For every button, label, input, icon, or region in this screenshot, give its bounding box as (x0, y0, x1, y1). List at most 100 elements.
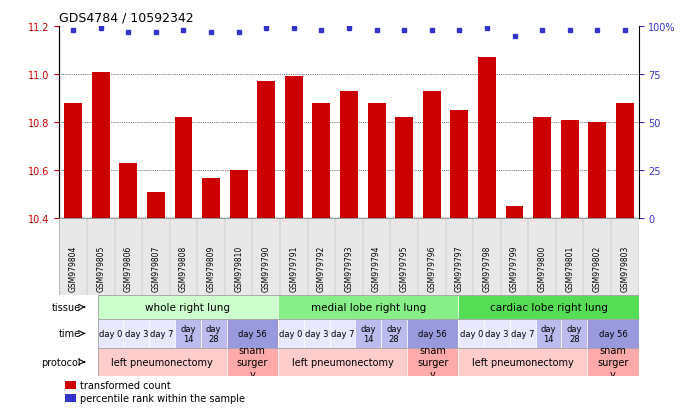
Bar (450, 111, 468, 219)
Bar (510, 319, 535, 348)
Text: left pneumonectomy: left pneumonectomy (472, 357, 574, 367)
Text: GSM979800: GSM979800 (537, 245, 547, 292)
Text: GSM979810: GSM979810 (234, 245, 243, 292)
Bar (98, 319, 124, 348)
Bar (98, 295, 278, 319)
Bar (98, 348, 227, 376)
Text: GSM979807: GSM979807 (151, 245, 161, 292)
Bar (407, 319, 459, 348)
Bar (65, 381, 75, 389)
Text: day 3: day 3 (125, 329, 148, 338)
Bar (459, 295, 639, 319)
Bar (258, 82, 275, 219)
Text: GSM979803: GSM979803 (621, 245, 630, 292)
Text: day
28: day 28 (206, 324, 221, 343)
Bar (278, 348, 407, 376)
Text: GSM979794: GSM979794 (372, 245, 381, 292)
Bar (124, 319, 149, 348)
Bar (65, 394, 75, 402)
Text: day
14: day 14 (180, 324, 195, 343)
Text: GSM979790: GSM979790 (262, 245, 271, 292)
Text: GSM979808: GSM979808 (179, 245, 188, 292)
Text: sham
surger
y: sham surger y (597, 346, 629, 379)
Text: GSM979795: GSM979795 (400, 245, 408, 292)
Text: transformed count: transformed count (80, 380, 170, 390)
Bar (423, 92, 440, 219)
Text: GSM979798: GSM979798 (482, 245, 491, 292)
Text: day
28: day 28 (386, 324, 402, 343)
Bar (313, 104, 330, 219)
Bar (587, 348, 639, 376)
Text: GSM979809: GSM979809 (207, 245, 216, 292)
Bar (329, 319, 355, 348)
Bar (395, 118, 413, 219)
Bar (201, 319, 227, 348)
Bar (381, 319, 407, 348)
Text: GSM979806: GSM979806 (124, 245, 133, 292)
Bar (560, 121, 579, 219)
Bar (227, 348, 278, 376)
Bar (535, 319, 561, 348)
Text: GSM979793: GSM979793 (345, 245, 353, 292)
Text: GSM979796: GSM979796 (427, 245, 436, 292)
Bar (459, 348, 587, 376)
Bar (230, 171, 248, 219)
Text: whole right lung: whole right lung (145, 302, 230, 312)
Bar (484, 319, 510, 348)
Bar (202, 178, 220, 219)
Text: day 7: day 7 (331, 329, 354, 338)
Bar (278, 319, 304, 348)
Text: GSM979799: GSM979799 (510, 245, 519, 292)
Bar (505, 207, 524, 219)
Bar (478, 58, 496, 219)
Text: sham
surger
y: sham surger y (417, 346, 448, 379)
Text: tissue: tissue (52, 302, 80, 312)
Bar (174, 118, 193, 219)
Text: day 0: day 0 (279, 329, 303, 338)
Bar (119, 164, 138, 219)
Bar (227, 319, 278, 348)
Text: GSM979791: GSM979791 (290, 245, 298, 292)
Text: day
14: day 14 (541, 324, 556, 343)
Bar (616, 104, 634, 219)
Text: day 3: day 3 (485, 329, 509, 338)
Bar (91, 72, 110, 219)
Text: day
28: day 28 (567, 324, 582, 343)
Text: day 7: day 7 (150, 329, 174, 338)
Bar (278, 295, 459, 319)
Text: GSM979804: GSM979804 (68, 245, 77, 292)
Text: day 0: day 0 (99, 329, 122, 338)
Bar (149, 319, 175, 348)
Bar (304, 319, 329, 348)
Text: GSM979805: GSM979805 (96, 245, 105, 292)
Bar (588, 123, 607, 219)
Bar (175, 319, 201, 348)
Text: percentile rank within the sample: percentile rank within the sample (80, 393, 244, 403)
Bar (355, 319, 381, 348)
Text: GDS4784 / 10592342: GDS4784 / 10592342 (59, 11, 194, 24)
Bar (561, 319, 587, 348)
Bar (407, 348, 459, 376)
Text: day 56: day 56 (599, 329, 628, 338)
Text: day 56: day 56 (238, 329, 267, 338)
Text: day
14: day 14 (360, 324, 376, 343)
Bar (368, 104, 385, 219)
Text: cardiac lobe right lung: cardiac lobe right lung (489, 302, 607, 312)
Text: day 0: day 0 (459, 329, 483, 338)
Text: GSM979802: GSM979802 (593, 245, 602, 292)
Text: left pneumonectomy: left pneumonectomy (111, 357, 213, 367)
Text: protocol: protocol (40, 357, 80, 367)
Bar (533, 118, 551, 219)
Text: sham
surger
y: sham surger y (237, 346, 268, 379)
Text: medial lobe right lung: medial lobe right lung (311, 302, 426, 312)
Text: day 3: day 3 (305, 329, 329, 338)
Bar (64, 104, 82, 219)
Bar (340, 92, 358, 219)
Text: left pneumonectomy: left pneumonectomy (292, 357, 393, 367)
Bar (285, 77, 303, 219)
Bar (147, 192, 165, 219)
Text: GSM979792: GSM979792 (317, 245, 326, 292)
Bar (587, 319, 639, 348)
Bar (459, 319, 484, 348)
Text: day 7: day 7 (511, 329, 535, 338)
